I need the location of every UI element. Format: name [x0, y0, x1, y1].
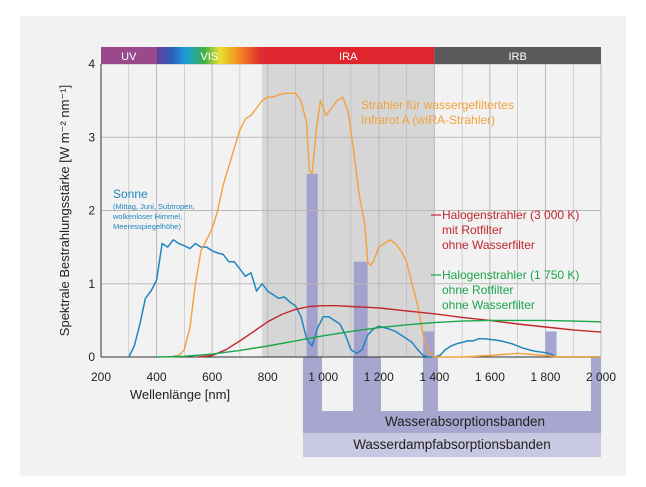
- band-uv: [101, 47, 157, 64]
- sun-sublabel: wolkenloser Himmel,: [112, 212, 182, 221]
- x-tick-label: 200: [91, 370, 111, 384]
- halogen-1750-label: Halogenstrahler (1 750 K): [442, 268, 579, 282]
- absorption-band: [353, 261, 368, 357]
- band-ira: [262, 47, 435, 64]
- y-tick-label: 2: [88, 204, 95, 218]
- x-tick-label: 1 600: [475, 370, 505, 384]
- halogen-3000-label: Halogenstrahler (3 000 K): [442, 208, 579, 222]
- x-axis-title: Wellenlänge [nm]: [130, 387, 230, 402]
- x-tick-label: 1 400: [419, 370, 449, 384]
- water-band-label: Wasserabsorptionsbanden: [385, 414, 545, 429]
- halogen-3000-label: mit Rotfilter: [442, 223, 503, 237]
- absorption-band: [423, 331, 435, 357]
- band-gap: [381, 357, 423, 411]
- series-line-1: [170, 92, 601, 358]
- y-tick-label: 1: [88, 277, 95, 291]
- absorption-band: [545, 331, 557, 357]
- y-axis-title: Spektrale Bestrahlungsstärke [W m⁻² nm⁻¹…: [57, 85, 72, 336]
- band-label: UV: [121, 51, 137, 63]
- series-line-0: [128, 239, 601, 358]
- vapor-band-label: Wasserdampfabsorptionsbanden: [353, 437, 551, 452]
- band-vis: [156, 47, 263, 64]
- wira-label: Infrarot A (wIRA-Strahler): [361, 113, 495, 127]
- halogen-3000-label: ohne Wasserfilter: [442, 238, 535, 252]
- absorption-band: [306, 173, 318, 357]
- y-tick-label: 0: [88, 350, 95, 364]
- x-tick-label: 1 800: [530, 370, 560, 384]
- sun-sublabel: Meeresspiegelhöhe): [113, 222, 181, 231]
- series-line-3: [156, 319, 602, 358]
- wira-label: Strahler für wassergefiltertes: [361, 98, 514, 112]
- sun-sublabel: (Mittag, Juni, Subtropen,: [113, 202, 195, 211]
- halogen-1750-label: ohne Rotfilter: [442, 283, 513, 297]
- band-gap: [322, 357, 353, 411]
- x-tick-label: 800: [258, 370, 278, 384]
- band-label: IRB: [508, 51, 526, 63]
- band-gap: [438, 357, 591, 411]
- x-tick-label: 1 000: [308, 370, 338, 384]
- band-label: VIS: [200, 51, 218, 63]
- band-irb: [434, 47, 601, 64]
- x-tick-label: 600: [202, 370, 222, 384]
- y-tick-label: 3: [88, 130, 95, 144]
- series-line-2: [198, 305, 602, 358]
- x-tick-label: 400: [147, 370, 167, 384]
- x-tick-label: 1 200: [364, 370, 394, 384]
- band-label: IRA: [339, 51, 358, 63]
- x-tick-label: 2 000: [586, 370, 616, 384]
- y-tick-label: 4: [88, 57, 95, 71]
- halogen-1750-label: ohne Wasserfilter: [442, 298, 535, 312]
- sun-label: Sonne: [113, 187, 148, 201]
